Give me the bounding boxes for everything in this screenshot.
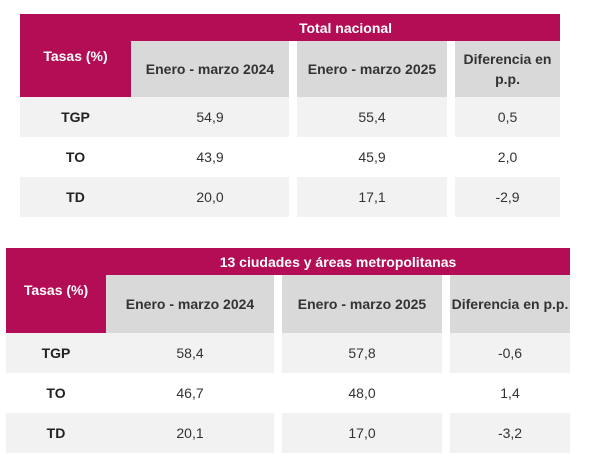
table-row: TD 20,1 17,0 -3,2: [6, 413, 570, 453]
table-row: TO 43,9 45,9 2,0: [20, 137, 560, 177]
column-header-2025: Enero - marzo 2025: [297, 41, 447, 97]
cell-value: 0,5: [455, 97, 561, 137]
column-header-2024: Enero - marzo 2024: [106, 275, 274, 333]
column-header-2025: Enero - marzo 2025: [282, 275, 442, 333]
column-header-2024: Enero - marzo 2024: [131, 41, 289, 97]
table-row: TD 20,0 17,1 -2,9: [20, 177, 561, 217]
table-title: 13 ciudades y áreas metropolitanas: [106, 248, 570, 275]
row-label: TD: [6, 413, 106, 453]
cell-value: -3,2: [450, 413, 570, 453]
row-label: TD: [20, 177, 131, 217]
row-header-label: Tasas (%): [6, 248, 106, 333]
trece-ciudades-table: Tasas (%) 13 ciudades y áreas metropolit…: [6, 248, 570, 453]
cell-value: 20,0: [131, 177, 289, 217]
cell-value: 54,9: [131, 97, 289, 137]
row-header-label: Tasas (%): [20, 14, 131, 97]
row-label: TO: [65, 149, 86, 165]
cell-value: 55,4: [297, 97, 447, 137]
cell-value: 20,1: [106, 413, 274, 453]
cell-value: -2,9: [455, 177, 561, 217]
row-label: TGP: [6, 333, 106, 373]
table-row: TGP 54,9 55,4 0,5: [20, 97, 561, 137]
cell-value: 58,4: [106, 333, 274, 373]
column-header-difference: Diferencia en p.p.: [450, 275, 570, 333]
total-nacional-table: Tasas (%) Total nacional Enero - marzo 2…: [20, 14, 561, 217]
row-label: TO: [46, 385, 66, 401]
row-label: TGP: [20, 97, 131, 137]
cell-value: 45,9: [358, 149, 386, 165]
table-row: TO 46,7 48,0 1,4: [6, 373, 570, 413]
cell-value: -0,6: [450, 333, 570, 373]
cell-value: 2,0: [497, 149, 518, 165]
column-header-difference: Diferencia en p.p.: [455, 41, 561, 97]
cell-value: 17,1: [297, 177, 447, 217]
table-title: Total nacional: [131, 14, 561, 41]
cell-value: 57,8: [282, 333, 442, 373]
cell-value: 43,9: [196, 149, 224, 165]
cell-value: 17,0: [282, 413, 442, 453]
cell-value: 1,4: [500, 385, 520, 401]
cell-value: 46,7: [176, 385, 204, 401]
cell-value: 48,0: [348, 385, 376, 401]
table-row: TGP 58,4 57,8 -0,6: [6, 333, 570, 373]
